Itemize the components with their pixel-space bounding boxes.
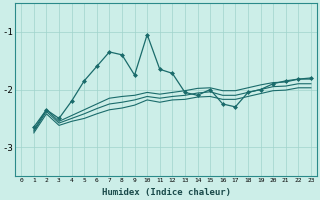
X-axis label: Humidex (Indice chaleur): Humidex (Indice chaleur) <box>101 188 231 197</box>
